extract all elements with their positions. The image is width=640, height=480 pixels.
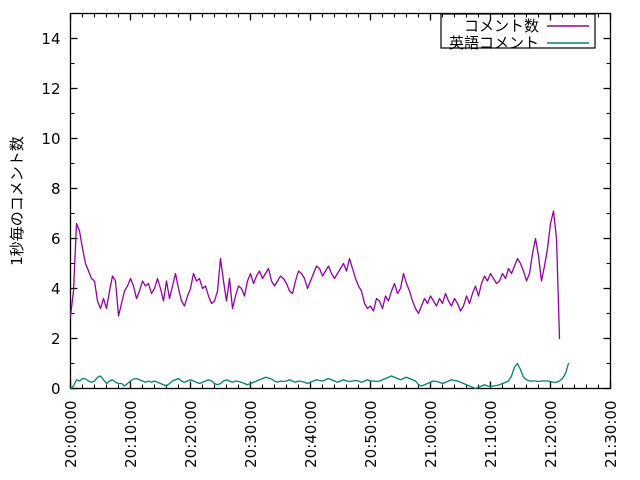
- x-tick-label: 21:00:00: [422, 401, 440, 468]
- x-axis-ticks: 20:00:00 20:10:00 20:20:00 20:30:00 20:40:00…: [62, 13, 620, 468]
- x-tick-label: 20:00:00: [62, 401, 80, 468]
- y-tick-label: 0: [51, 380, 61, 398]
- y-tick-label: 6: [51, 230, 61, 248]
- series-line-1: [69, 210, 561, 340]
- data-series-group: [69, 210, 570, 390]
- series-line-2: [69, 362, 570, 390]
- y-tick-label: 12: [41, 80, 60, 98]
- legend-border: [440, 13, 596, 49]
- x-tick-label: 20:10:00: [122, 401, 140, 468]
- x-tick-label: 21:30:00: [602, 401, 620, 468]
- legend-label-1: コメント数: [464, 17, 539, 35]
- y-tick-label: 8: [51, 180, 61, 198]
- x-tick-label: 20:30:00: [242, 401, 260, 468]
- x-tick-label: 20:40:00: [302, 401, 320, 468]
- plot-frame: [69, 12, 612, 390]
- y-tick-label: 2: [51, 330, 61, 348]
- y-axis-label: 1秒毎のコメント数: [8, 136, 26, 266]
- x-tick-label: 20:50:00: [362, 401, 380, 468]
- plot-border: [69, 12, 612, 390]
- y-tick-label: 4: [51, 280, 61, 298]
- legend-label-2: 英語コメント: [449, 34, 539, 52]
- y-tick-label: 10: [41, 130, 60, 148]
- y-axis-ticks: 0 2 4 6 8 10 12 14: [41, 12, 611, 398]
- x-tick-label: 21:10:00: [482, 401, 500, 468]
- x-tick-label: 21:20:00: [542, 401, 560, 468]
- y-axis-title: 1秒毎のコメント数: [8, 136, 26, 266]
- x-tick-label: 20:20:00: [182, 401, 200, 468]
- y-tick-label: 14: [41, 30, 60, 48]
